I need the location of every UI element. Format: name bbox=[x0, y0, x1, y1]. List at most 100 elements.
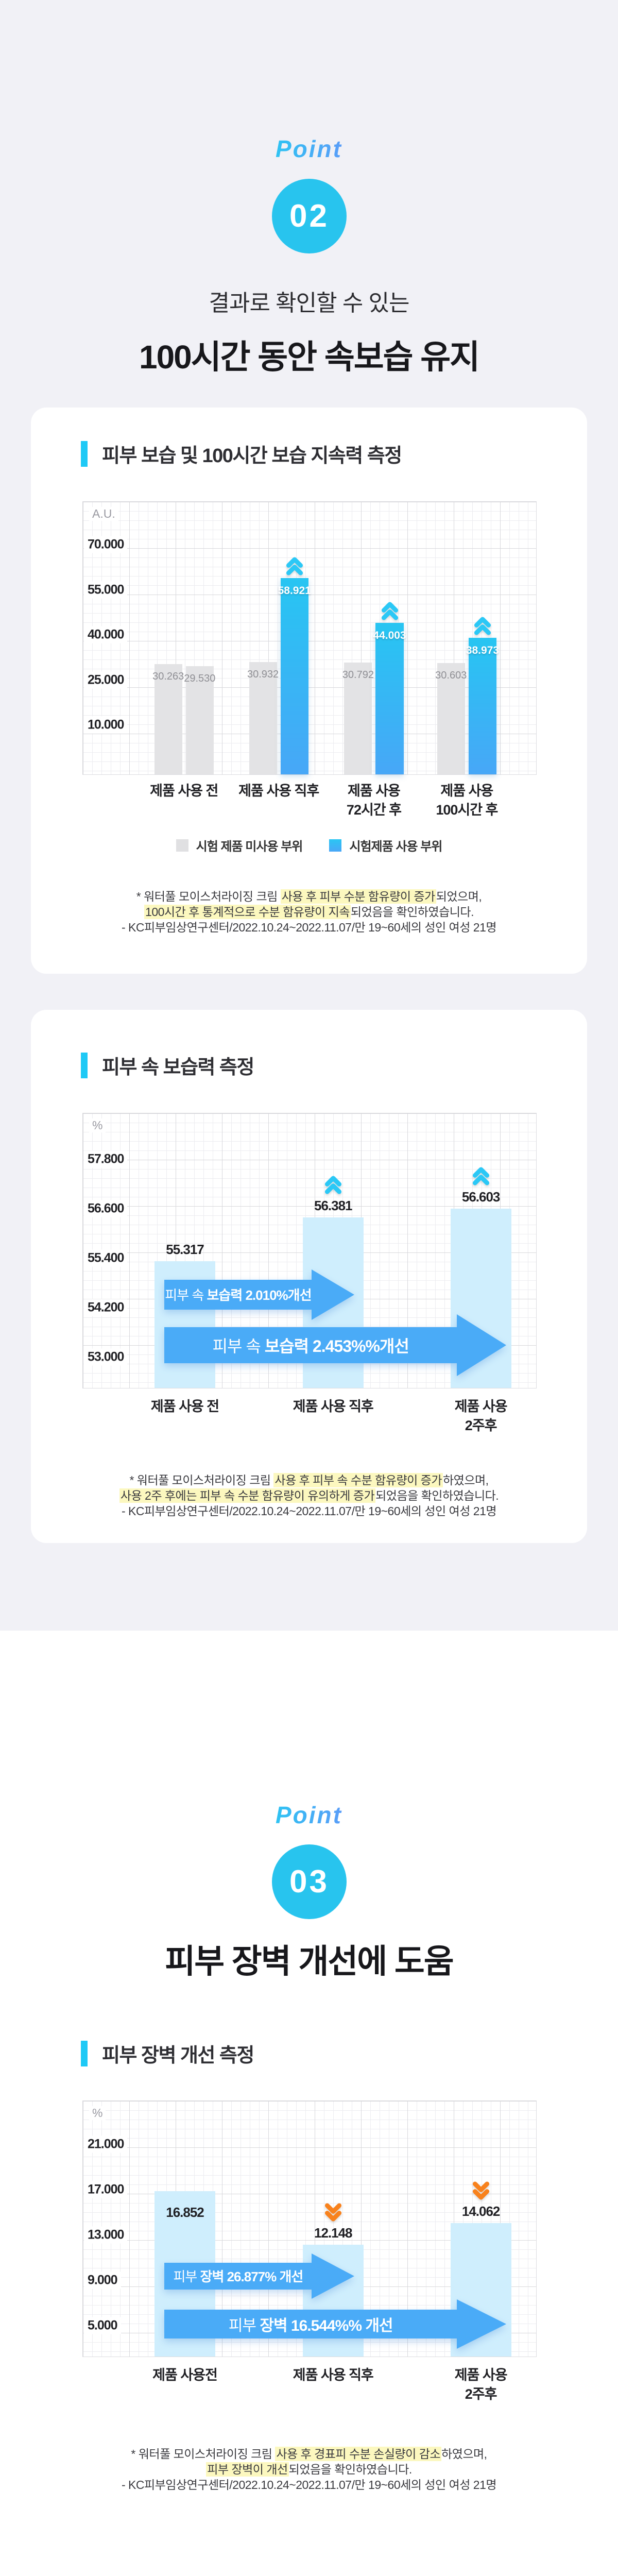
x-category-label: 제품 사용 2주후 bbox=[454, 1399, 508, 1433]
x-category-label: 제품 사용전 bbox=[152, 2367, 218, 2383]
footnote-line: - KC피부임상연구센터/2022.10.24~2022.11.07/만 19~… bbox=[0, 2477, 618, 2493]
footnote-line: * 워터풀 모이스처라이징 크림 사용 후 피부 수분 함유량이 증가되었으며, bbox=[31, 889, 587, 904]
arrow-head bbox=[456, 2299, 506, 2349]
arrow-label: 피부 속 보습력 2.010%개선 bbox=[165, 1285, 312, 1304]
x-category-label: 제품 사용 직후 bbox=[293, 1399, 374, 1414]
decrease-chevron-icon bbox=[324, 2203, 341, 2222]
footnote-text-segment: * 워터풀 모이스처라이징 크림 bbox=[131, 2447, 276, 2461]
footnote-text-segment: - KC피부임상연구센터/2022.10.24~2022.11.07/만 19~… bbox=[121, 2478, 497, 2492]
chevron-wrap bbox=[285, 556, 304, 576]
footnote-line: 피부 장벽이 개선되었음을 확인하였습니다. bbox=[0, 2462, 618, 2477]
heading-accent-bar bbox=[81, 440, 88, 467]
x-category-label: 제품 사용 직후 bbox=[293, 2367, 374, 2383]
chevron-wrap bbox=[472, 2181, 490, 2200]
section-heading-text: 피부 장벽 개선 측정 bbox=[102, 2045, 254, 2066]
bar-value-label: 38.973 bbox=[466, 645, 500, 656]
bar-value-label: 16.852 bbox=[166, 2205, 204, 2221]
y-tick-label: 13.000 bbox=[84, 2226, 128, 2244]
improvement-arrow: 피부 장벽 26.877% 개선 bbox=[164, 2253, 355, 2299]
y-tick-label: 56.600 bbox=[84, 1200, 128, 1217]
footnote-text-segment: - KC피부임상연구센터/2022.10.24~2022.11.07/만 19~… bbox=[121, 1504, 497, 1518]
legend-item: 시험 제품 미사용 부위 bbox=[176, 836, 303, 854]
bar-value-label: 30.263 bbox=[152, 670, 184, 682]
bar-value-label: 29.530 bbox=[184, 673, 216, 685]
card-moisture-retention: 피부 보습 및 100시간 보습 지속력 측정 A.U. 70.000 55.000… bbox=[31, 408, 587, 974]
bar-value-label: 12.148 bbox=[314, 2225, 353, 2241]
point-03-circle: 03 bbox=[272, 1844, 347, 1919]
footnote-line: * 워터풀 모이스처라이징 크림 사용 후 피부 속 수분 함유량이 증가하였으… bbox=[31, 1472, 587, 1488]
point-eyebrow: Point bbox=[276, 135, 342, 162]
x-category-label: 제품 사용 100시간 후 bbox=[436, 783, 498, 818]
y-tick-label: 54.200 bbox=[84, 1299, 128, 1316]
arrow-head bbox=[312, 1269, 355, 1320]
bar-value-label: 56.381 bbox=[314, 1198, 353, 1214]
increase-chevron-icon bbox=[472, 1167, 489, 1185]
increase-chevron-icon bbox=[381, 602, 398, 620]
heading-accent-bar bbox=[81, 1052, 88, 1078]
inner-moisture-chart: % 57.800 56.600 55.400 54.200 53.000 55.317 제품 … bbox=[82, 1113, 537, 1433]
legend-label: 시험제품 사용 부위 bbox=[349, 840, 442, 854]
bar-58.921 bbox=[280, 578, 308, 774]
chart-legend: 시험 제품 미사용 부위 시험제품 사용 부위 bbox=[31, 836, 587, 854]
arrow-head bbox=[312, 2253, 355, 2299]
point-number: 03 bbox=[289, 1864, 329, 1900]
y-tick-label: 40.000 bbox=[84, 626, 128, 643]
arrow-label: 피부 장벽 16.544%% 개선 bbox=[229, 2313, 393, 2335]
legend-swatch bbox=[176, 839, 188, 852]
bar-value-label: 14.062 bbox=[461, 2203, 501, 2219]
increase-chevron-icon bbox=[286, 557, 303, 575]
footnote-moisture-retention: * 워터풀 모이스처라이징 크림 사용 후 피부 수분 함유량이 증가되었으며,… bbox=[31, 889, 587, 935]
footnote-text-segment: * 워터풀 모이스처라이징 크림 bbox=[136, 890, 281, 903]
x-category-label: 제품 사용 72시간 후 bbox=[346, 783, 402, 818]
x-category-label: 제품 사용 전 bbox=[150, 783, 218, 799]
improvement-arrow: 피부 장벽 16.544%% 개선 bbox=[164, 2299, 506, 2349]
point-02-circle: 02 bbox=[272, 179, 347, 253]
legend-item: 시험제품 사용 부위 bbox=[329, 836, 442, 854]
y-tick-label: 17.000 bbox=[84, 2181, 128, 2198]
footnote-text-segment: 하였으며, bbox=[443, 1473, 489, 1487]
footnote-highlight-segment: 100시간 후 통계적으로 수분 함유량이 지속 bbox=[144, 905, 351, 919]
arrow-label: 피부 장벽 26.877% 개선 bbox=[173, 2266, 303, 2285]
chevron-wrap bbox=[381, 601, 399, 621]
legend-label: 시험 제품 미사용 부위 bbox=[196, 840, 303, 854]
arrow-label-segment: 피부 속 bbox=[212, 1337, 265, 1356]
y-tick-label: 70.000 bbox=[84, 536, 128, 553]
improvement-arrow: 피부 속 보습력 2.010%개선 bbox=[164, 1269, 355, 1320]
footnote-text-segment: * 워터풀 모이스처라이징 크림 bbox=[129, 1473, 274, 1487]
legend-swatch bbox=[329, 839, 342, 852]
arrow-label-segment: 피부 속 bbox=[165, 1287, 207, 1303]
skin-barrier-chart: % 21.000 17.000 13.000 9.000 5.000 16.852 제품 사용… bbox=[82, 2100, 537, 2402]
point-02-eyebrow-wrap: Point bbox=[0, 136, 618, 162]
section-heading-text: 피부 보습 및 100시간 보습 지속력 측정 bbox=[102, 445, 402, 467]
arrow-label-segment: 피부 bbox=[228, 2317, 260, 2334]
footnote-line: - KC피부임상연구센터/2022.10.24~2022.11.07/만 19~… bbox=[31, 1503, 587, 1519]
chevron-wrap bbox=[324, 2202, 342, 2222]
footnote-highlight-segment: 사용 후 경표피 수분 손실량이 감소 bbox=[275, 2447, 442, 2461]
bar-29.530 bbox=[185, 666, 214, 774]
point-number: 02 bbox=[289, 198, 329, 234]
y-tick-label: 10.000 bbox=[84, 716, 128, 734]
bar-value-label: 55.317 bbox=[166, 1242, 204, 1258]
bar-value-label: 30.603 bbox=[435, 669, 467, 681]
improvement-arrow: 피부 속 보습력 2.453%%개선 bbox=[164, 1314, 506, 1377]
footnote-line: * 워터풀 모이스처라이징 크림 사용 후 경표피 수분 손실량이 감소하였으며… bbox=[0, 2446, 618, 2462]
footnote-skin-barrier: * 워터풀 모이스처라이징 크림 사용 후 경표피 수분 손실량이 감소하였으며… bbox=[0, 2446, 618, 2493]
footnote-highlight-segment: 피부 장벽이 개선 bbox=[206, 2462, 289, 2477]
y-axis-unit-label: % bbox=[89, 1118, 106, 1132]
footnote-highlight-segment: 사용 후 피부 속 수분 함유량이 증가 bbox=[273, 1473, 443, 1487]
arrow-head bbox=[456, 1314, 506, 1377]
bar-value-label: 44.003 bbox=[373, 629, 406, 641]
bar-30.263 bbox=[154, 664, 182, 774]
y-tick-label: 9.000 bbox=[84, 2272, 121, 2289]
point-03-eyebrow-wrap: Point bbox=[0, 1802, 618, 1828]
footnote-text-segment: 되었으며, bbox=[436, 890, 482, 903]
footnote-text-segment: - KC피부임상연구센터/2022.10.24~2022.11.07/만 19~… bbox=[121, 921, 497, 934]
point-02-title: 100시간 동안 속보습 유지 bbox=[139, 338, 480, 376]
arrow-label: 피부 속 보습력 2.453%%개선 bbox=[213, 1333, 409, 1357]
footnote-text-segment: 되었음을 확인하였습니다. bbox=[350, 905, 474, 919]
y-axis-unit-label: A.U. bbox=[89, 507, 118, 521]
card-inner-moisture: 피부 속 보습력 측정 % 57.800 56.600 55.400 54.200 53.… bbox=[31, 1010, 587, 1543]
section-heading-text: 피부 속 보습력 측정 bbox=[102, 1057, 254, 1078]
footnote-inner-moisture: * 워터풀 모이스처라이징 크림 사용 후 피부 속 수분 함유량이 증가하였으… bbox=[31, 1472, 587, 1519]
